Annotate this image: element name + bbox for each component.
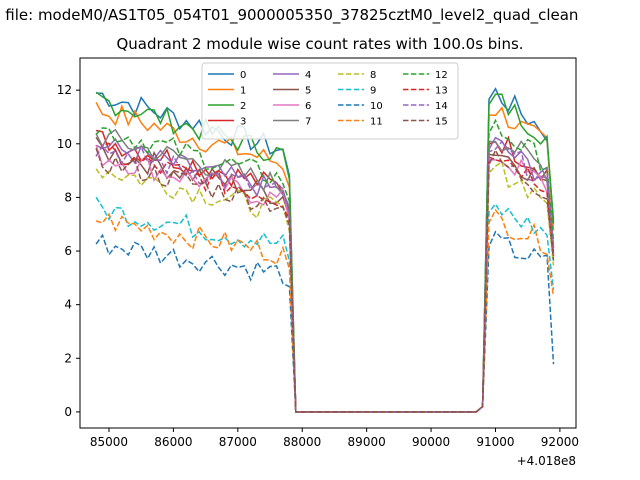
legend-label-14: 14 [435, 101, 448, 112]
legend-label-4: 4 [305, 70, 311, 81]
y-tick-label: 0 [64, 405, 72, 419]
legend-label-8: 8 [370, 70, 376, 81]
x-tick-label: 89000 [348, 435, 386, 449]
legend-box [201, 62, 459, 140]
x-tick-label: 91000 [476, 435, 514, 449]
series-layer [95, 87, 555, 413]
axes-frame [79, 57, 577, 429]
chart-title: Quadrant 2 module wise count rates with … [116, 35, 524, 53]
x-offset-label: +4.018e8 [517, 454, 576, 468]
legend-label-5: 5 [305, 86, 311, 97]
legend-label-7: 7 [305, 117, 311, 128]
y-tick-label: 2 [64, 351, 72, 365]
x-tick-label: 92000 [541, 435, 579, 449]
legend-label-2: 2 [240, 101, 246, 112]
legend-label-9: 9 [370, 86, 376, 97]
x-tick-label: 88000 [283, 435, 321, 449]
legend-label-11: 11 [370, 117, 383, 128]
legend-label-12: 12 [435, 70, 448, 81]
y-tick-label: 8 [64, 190, 72, 204]
legend-label-6: 6 [305, 101, 311, 112]
y-tick-label: 6 [64, 244, 72, 258]
x-tick-label: 90000 [412, 435, 450, 449]
legend-label-0: 0 [240, 70, 246, 81]
legend-label-3: 3 [240, 117, 246, 128]
legend-label-15: 15 [435, 117, 448, 128]
series-line-2 [95, 91, 555, 413]
x-tick-label: 86000 [154, 435, 192, 449]
figure-suptitle: n file: modeM0/AS1T05_054T01_9000005350_… [0, 6, 579, 24]
legend-label-13: 13 [435, 86, 448, 97]
x-tick-label: 85000 [90, 435, 128, 449]
legend-label-1: 1 [240, 86, 246, 97]
y-tick-label: 12 [57, 83, 72, 97]
series-line-15 [95, 147, 555, 413]
y-tick-label: 10 [57, 137, 72, 151]
legend-label-10: 10 [370, 101, 383, 112]
x-tick-label: 87000 [219, 435, 257, 449]
y-tick-label: 4 [64, 298, 72, 312]
tick-layer: 85000 86000 87000 88000 89000 90000 91000 92000… [57, 83, 579, 449]
